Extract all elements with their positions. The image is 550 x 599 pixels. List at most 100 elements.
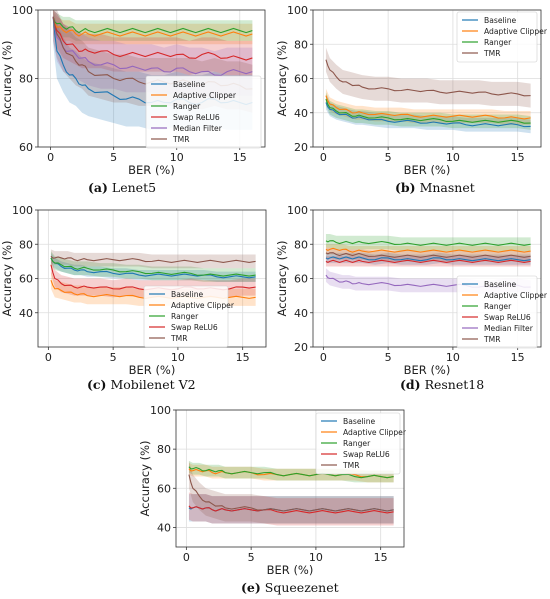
series-line-baseline — [325, 256, 531, 262]
x-tick-label: 10 — [446, 351, 460, 364]
legend-label-swap-relu6: Swap ReLU6 — [171, 323, 218, 332]
chart-panel-lenet5: 0 5 10 15 60 80 100 BER (%) Accuracy (%) Baseline… — [0, 0, 275, 200]
x-tick-label: 10 — [171, 351, 185, 364]
legend-label-tmr: TMR — [172, 135, 190, 144]
y-tick-label: 40 — [294, 107, 308, 120]
series-line-tmr — [50, 255, 256, 263]
caption-mobilenet-v2: (c) Mobilenet V2 — [87, 377, 196, 392]
legend: Baseline Adaptive Clipper Ranger Swap ReLU6… — [143, 285, 235, 348]
y-tick-label: 100 — [287, 204, 308, 217]
series-line-adaptive-clipper — [325, 95, 531, 120]
x-tick-label: 15 — [511, 351, 525, 364]
band-baseline — [325, 95, 531, 134]
x-tick-label: 5 — [385, 151, 392, 164]
band-adaptive-clipper — [53, 10, 253, 45]
chart-panel-resnet18: 0 5 10 15 20 40 60 80 100 BER (%) Accuracy (%) Base… — [275, 200, 550, 400]
caption-lenet5: (a) Lenet5 — [88, 180, 157, 195]
y-tick-label: 80 — [19, 73, 33, 86]
x-axis-label: BER (%) — [128, 163, 175, 177]
legend-label-baseline: Baseline — [343, 417, 376, 426]
x-tick-label: 15 — [233, 151, 247, 164]
y-tick-label: 80 — [157, 443, 171, 456]
x-axis-label: BER (%) — [404, 163, 451, 177]
x-tick-label: 15 — [374, 551, 388, 564]
band-adaptive-clipper — [325, 244, 531, 257]
legend-label-ranger: Ranger — [171, 312, 199, 321]
caption-mnasnet: (b) Mnasnet — [395, 180, 475, 195]
series-line-ranger — [52, 16, 253, 34]
legend-label-adaptive-clipper: Adaptive Clipper — [343, 428, 407, 437]
legend-box — [145, 75, 262, 149]
band-baseline — [188, 494, 394, 524]
chart-panel-squeezenet: 0 5 10 15 40 60 80 100 BER (%) Accuracy (%) Baseli… — [138, 400, 413, 599]
series-line-baseline — [325, 102, 531, 128]
series-line-median-filter — [52, 16, 253, 76]
band-ranger — [325, 233, 531, 252]
y-tick-label: 60 — [157, 482, 171, 495]
x-tick-label: 10 — [446, 151, 460, 164]
y-tick-label: 80 — [294, 38, 308, 51]
x-tick-label: 10 — [170, 151, 184, 164]
legend-label-tmr: TMR — [342, 461, 360, 470]
y-tick-label: 60 — [19, 141, 33, 154]
y-axis-label: Accuracy (%) — [275, 240, 289, 316]
band-swap-relu6 — [188, 492, 394, 526]
series-line-swap-relu6 — [325, 259, 531, 264]
y-axis-label: Accuracy (%) — [0, 240, 14, 316]
legend-label-tmr: TMR — [483, 335, 501, 344]
x-tick-label: 5 — [110, 351, 117, 364]
legend: Baseline Adaptive Clipper Ranger Swap ReLU6… — [315, 412, 407, 475]
y-tick-label: 60 — [19, 273, 33, 286]
legend-label-adaptive-clipper: Adaptive Clipper — [171, 301, 235, 310]
caption-squeezenet: (e) Squeezenet — [241, 580, 339, 595]
series-line-adaptive-clipper — [325, 247, 531, 253]
y-tick-label: 40 — [294, 307, 308, 320]
band-tmr — [50, 249, 256, 269]
y-tick-label: 20 — [294, 141, 308, 154]
legend-label-median-filter: Median Filter — [484, 324, 534, 333]
series-line-adaptive-clipper — [52, 16, 253, 37]
legend-label-ranger: Ranger — [343, 439, 371, 448]
y-tick-label: 60 — [294, 273, 308, 286]
plot-frame — [175, 409, 405, 548]
band-ranger — [325, 92, 531, 130]
series-line-swap-relu6 — [52, 16, 253, 61]
y-tick-label: 60 — [294, 73, 308, 86]
band-ranger — [50, 251, 256, 282]
legend: Baseline Adaptive Clipper Ranger TMR — [456, 11, 548, 63]
series-line-ranger — [188, 466, 394, 479]
legend-box — [143, 285, 229, 348]
x-tick-label: 0 — [320, 151, 327, 164]
y-tick-label: 80 — [19, 238, 33, 251]
x-axis-label: BER (%) — [267, 563, 314, 577]
chart-resnet18: 0 5 10 15 20 40 60 80 100 BER (%) Accuracy (%) Base… — [275, 204, 548, 377]
legend-label-swap-relu6: Swap ReLU6 — [173, 113, 220, 122]
series-line-tmr — [325, 59, 531, 97]
y-axis-label: Accuracy (%) — [138, 440, 152, 516]
band-adaptive-clipper — [188, 462, 394, 483]
series-line-swap-relu6 — [188, 505, 394, 514]
legend-label-baseline: Baseline — [484, 280, 517, 289]
x-tick-label: 15 — [511, 151, 525, 164]
legend-label-baseline: Baseline — [173, 80, 206, 89]
chart-panel-mobilenet-v2: 0 5 10 15 40 60 80 100 BER (%) Accuracy (%) Baseli… — [0, 200, 275, 400]
series-line-ranger — [325, 98, 531, 124]
legend-label-swap-relu6: Swap ReLU6 — [343, 450, 390, 459]
legend-label-tmr: TMR — [483, 49, 501, 58]
y-tick-label: 40 — [157, 521, 171, 534]
series-line-tmr — [188, 474, 394, 512]
series-line-ranger — [50, 257, 256, 277]
x-tick-label: 5 — [385, 351, 392, 364]
legend-label-swap-relu6: Swap ReLU6 — [484, 313, 531, 322]
y-tick-label: 100 — [12, 4, 33, 17]
x-tick-label: 10 — [309, 551, 323, 564]
y-tick-label: 20 — [294, 341, 308, 354]
y-tick-label: 100 — [150, 404, 171, 417]
y-tick-label: 80 — [294, 238, 308, 251]
x-axis-label: BER (%) — [404, 363, 451, 377]
y-tick-label: 100 — [12, 204, 33, 217]
x-tick-label: 15 — [236, 351, 250, 364]
legend-label-tmr: TMR — [170, 334, 188, 343]
band-ranger — [188, 460, 394, 483]
x-tick-label: 5 — [248, 551, 255, 564]
